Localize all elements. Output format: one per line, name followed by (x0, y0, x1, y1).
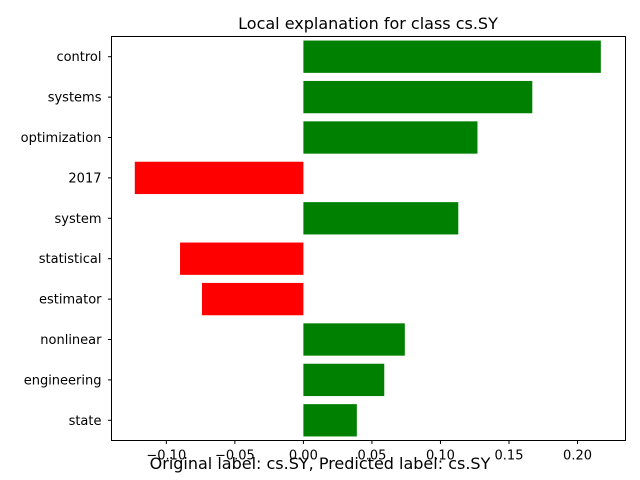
y-axis-ticks: control systems optimization 2017 system stat… (21, 50, 112, 429)
y-tick-label: control (56, 50, 101, 65)
bars-group (134, 40, 601, 437)
x-tick-label: 0.00 (289, 449, 318, 464)
chart-title: Local explanation for class cs.SY (238, 14, 498, 33)
bar-2017 (134, 161, 304, 195)
x-tick-label: −0.05 (215, 449, 255, 464)
x-tick-label: 0.20 (563, 449, 592, 464)
bar-control (303, 40, 601, 73)
y-tick-label: 2017 (68, 171, 101, 186)
x-tick-label: −0.10 (146, 449, 186, 464)
bar-engineering (303, 363, 385, 397)
y-tick-label: system (55, 212, 102, 227)
label-caption: Original label: cs.SY, Predicted label: … (149, 454, 491, 473)
bar-nonlinear (303, 323, 405, 356)
plot-frame (111, 36, 626, 441)
y-tick-label: systems (48, 91, 102, 106)
x-tick-label: 0.05 (357, 449, 386, 464)
x-axis-ticks: −0.10 −0.05 0.00 0.05 0.10 0.15 0.20 (146, 440, 592, 464)
bar-system (303, 202, 459, 235)
bar-systems (303, 80, 533, 114)
y-tick-label: engineering (24, 373, 102, 388)
y-tick-label: estimator (39, 293, 102, 308)
y-tick-label: statistical (39, 252, 102, 267)
y-tick-label: nonlinear (40, 333, 102, 348)
y-tick-label: optimization (21, 131, 102, 146)
bar-optimization (303, 121, 478, 154)
x-tick-label: 0.10 (426, 449, 455, 464)
x-tick-label: 0.15 (495, 449, 524, 464)
bar-statistical (180, 242, 304, 275)
bar-estimator (201, 282, 304, 316)
bar-state (303, 404, 357, 437)
y-tick-label: state (69, 414, 102, 429)
